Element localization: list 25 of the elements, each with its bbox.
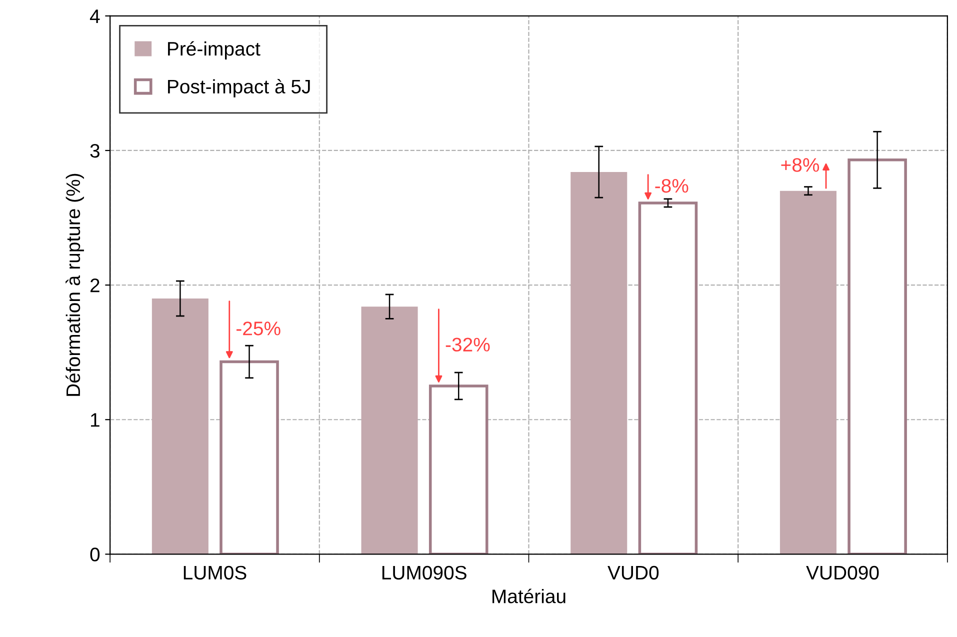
y-tick-label: 0 xyxy=(90,548,100,562)
x-tick-label: VUD090 xyxy=(806,566,879,580)
x-tick-label: LUM0S xyxy=(184,566,246,580)
legend-label: Post-impact à 5J xyxy=(168,79,310,98)
bar xyxy=(428,384,488,554)
legend-label: Pré-impact xyxy=(168,41,260,60)
annotation: -32% xyxy=(446,338,490,352)
bar xyxy=(361,306,418,554)
y-tick-label: 2 xyxy=(90,278,100,292)
bar xyxy=(780,190,836,554)
bar xyxy=(152,298,208,554)
bar xyxy=(220,360,279,554)
annotation: +8% xyxy=(781,158,820,172)
y-tick-label: 1 xyxy=(91,413,100,427)
bar xyxy=(638,202,698,554)
y-axis-title: Déformation à rupture (%) xyxy=(66,174,84,396)
bar xyxy=(848,158,907,554)
annotation: -25% xyxy=(236,322,280,336)
y-tick-label: 4 xyxy=(90,10,100,23)
x-tick-label: LUM090S xyxy=(382,566,466,580)
bar xyxy=(570,172,628,554)
x-tick-label: VUD0 xyxy=(608,566,659,580)
x-axis-title: Matériau xyxy=(492,588,566,604)
annotation: -8% xyxy=(655,178,688,193)
y-tick-label: 3 xyxy=(90,144,100,158)
